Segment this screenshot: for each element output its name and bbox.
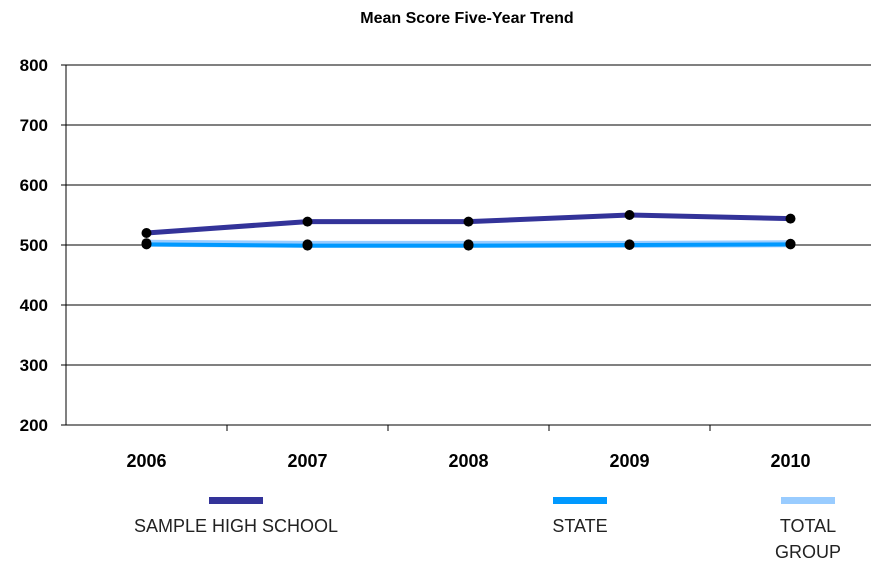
x-tick-label: 2006 [126, 451, 166, 471]
legend-label-sample-high-school: SAMPLE HIGH SCHOOL [96, 513, 376, 539]
data-point-total-group [624, 239, 635, 250]
x-tick-label: 2007 [287, 451, 327, 471]
data-point-total-group [785, 238, 796, 249]
data-point-total-group [302, 239, 313, 250]
data-point-sample-high-school [624, 210, 635, 220]
data-points [141, 210, 796, 251]
legend-swatch-sample-high-school [209, 497, 263, 504]
y-axis-ticks: 800 700 600 500 400 300 200 [20, 56, 66, 435]
legend-label-state: STATE [520, 513, 640, 539]
y-tick-label: 200 [20, 416, 48, 435]
data-point-sample-high-school [785, 213, 796, 224]
legend-swatch-total-group [781, 497, 835, 504]
y-tick-label: 800 [20, 56, 48, 75]
x-tick-label: 2008 [448, 451, 488, 471]
chart-title: Mean Score Five-Year Trend [360, 10, 573, 27]
y-tick-label: 300 [20, 356, 48, 375]
data-point-sample-high-school [463, 216, 474, 227]
y-tick-label: 600 [20, 176, 48, 195]
y-tick-label: 400 [20, 296, 48, 315]
x-tick-label: 2009 [609, 451, 649, 471]
x-tick-label: 2010 [770, 451, 810, 471]
data-point-sample-high-school [141, 228, 152, 238]
legend-swatch-state [553, 497, 607, 504]
legend-label-total-group: TOTAL GROUP [758, 513, 858, 565]
y-tick-label: 500 [20, 236, 48, 255]
legend-label-text: SAMPLE HIGH SCHOOL [133, 516, 339, 536]
data-point-total-group [463, 239, 474, 250]
data-point-total-group [141, 238, 152, 249]
x-axis-ticks: 2006 2007 2008 2009 2010 [126, 425, 811, 471]
data-point-sample-high-school [302, 216, 313, 227]
gridlines [66, 64, 871, 366]
y-tick-label: 700 [20, 116, 48, 135]
legend-label-text-line2: GROUP [774, 542, 841, 562]
legend-label-text: STATE [552, 516, 608, 536]
legend-label-text: TOTAL [779, 516, 837, 536]
